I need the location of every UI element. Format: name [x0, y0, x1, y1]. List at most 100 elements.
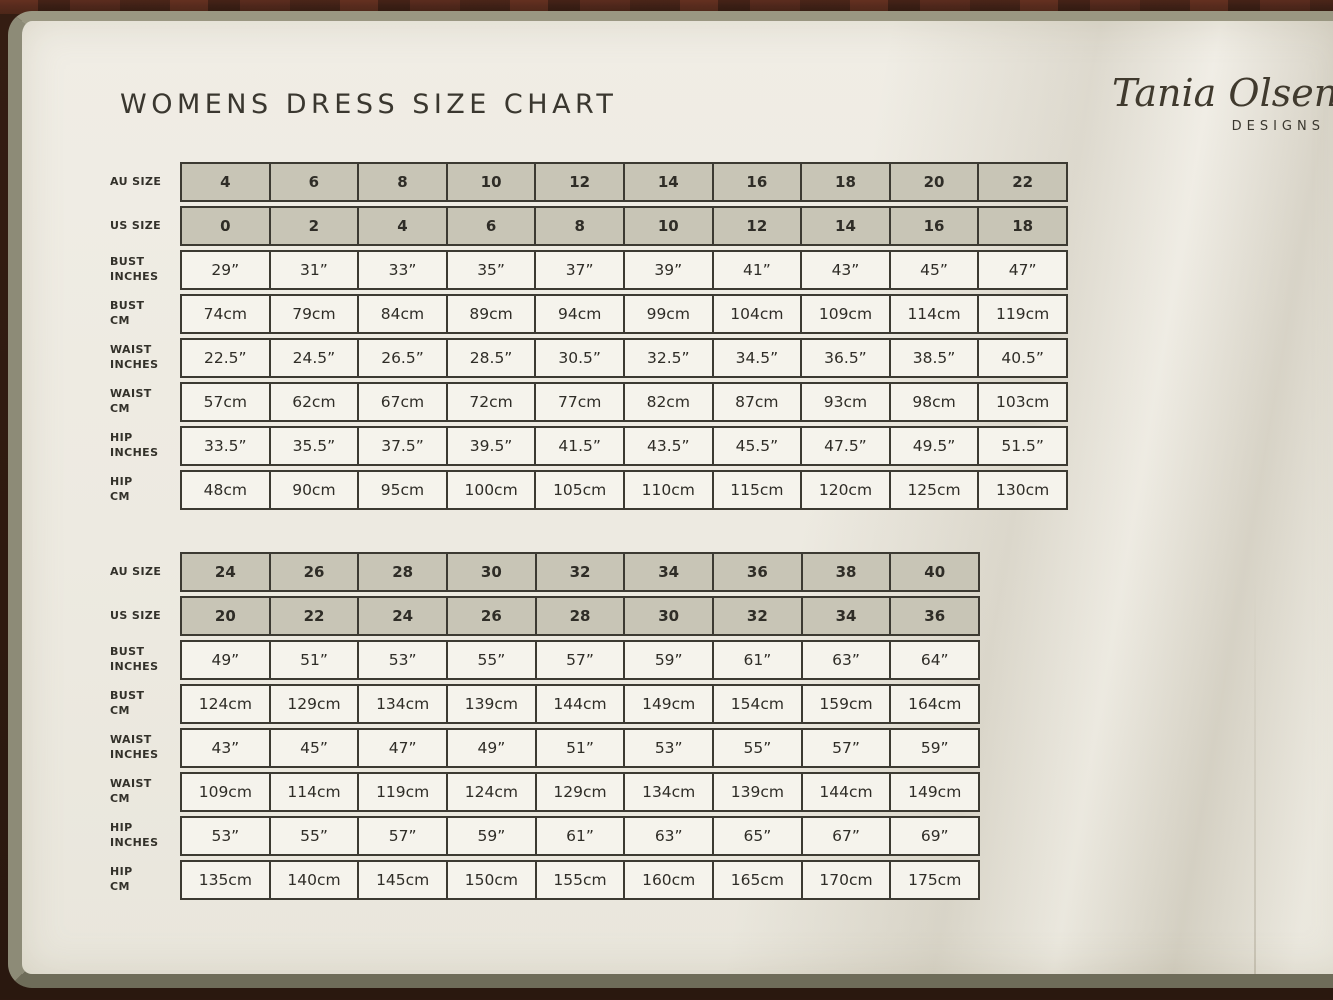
size-cell: 4 [357, 208, 446, 244]
table-row: WAIST INCHES 22.5” 24.5” 26.5” 28.5” 30.5” 32.… [110, 338, 1068, 378]
size-cell: 55” [268, 818, 358, 854]
size-table-plus: AU SIZE 24 26 28 30 32 34 36 38 40 US SIZE 20 22 24 26… [110, 552, 980, 904]
size-cell: 170cm [800, 862, 890, 898]
size-cell: 119cm [357, 774, 447, 810]
row-label: BUST CM [110, 689, 145, 717]
size-cell: 39.5” [445, 428, 535, 464]
size-cell: 37.5” [357, 428, 446, 464]
size-cell: 159cm [800, 686, 890, 722]
size-cell: 32.5” [622, 340, 712, 376]
size-cell: 61” [534, 818, 624, 854]
size-cell: 38 [800, 554, 890, 590]
size-header-cells: 0 2 4 6 8 10 12 14 16 18 [180, 206, 1068, 246]
size-cell: 2 [268, 208, 358, 244]
size-cell: 26 [268, 554, 358, 590]
measurement-cells: 49” 51” 53” 55” 57” 59” 61” 63” 64” [180, 640, 980, 680]
measurement-cells: 135cm 140cm 145cm 150cm 155cm 160cm 165cm 170cm… [180, 860, 980, 900]
size-cell: 114cm [268, 774, 358, 810]
wood-table-surface [0, 0, 1333, 14]
size-cell: 49” [182, 642, 269, 678]
size-cell: 45” [268, 730, 358, 766]
size-cell: 139cm [446, 686, 535, 722]
size-cell: 109cm [182, 774, 269, 810]
size-cell: 47” [977, 252, 1066, 288]
size-cell: 49.5” [888, 428, 978, 464]
size-cell: 59” [446, 818, 535, 854]
size-cell: 124cm [446, 774, 535, 810]
size-cell: 47” [357, 730, 447, 766]
size-cell: 34 [800, 598, 890, 634]
size-cell: 20 [182, 598, 269, 634]
size-cell: 124cm [182, 686, 269, 722]
table-row: WAIST CM 57cm 62cm 67cm 72cm 77cm 82cm 87cm 93cm… [110, 382, 1068, 422]
size-cell: 175cm [889, 862, 979, 898]
size-cell: 38.5” [888, 340, 978, 376]
size-cell: 62cm [268, 384, 358, 420]
table-row: BUST INCHES 29” 31” 33” 35” 37” 39” 41” 43” 45” 47… [110, 250, 1068, 290]
size-cell: 40.5” [977, 340, 1066, 376]
size-cell: 64” [889, 642, 979, 678]
size-cell: 28 [534, 598, 624, 634]
size-cell: 10 [445, 164, 535, 200]
size-cell: 32 [534, 554, 624, 590]
size-cell: 37” [534, 252, 623, 288]
measurement-cells: 124cm 129cm 134cm 139cm 144cm 149cm 154cm 159cm… [180, 684, 980, 724]
brand-subtitle: DESIGNS [1231, 118, 1325, 134]
row-label: WAIST INCHES [110, 733, 159, 761]
table-row: HIP CM 135cm 140cm 145cm 150cm 155cm 160cm 165c… [110, 860, 980, 900]
size-cell: 69” [889, 818, 979, 854]
size-cell: 155cm [534, 862, 624, 898]
size-cell: 99cm [622, 296, 712, 332]
size-cell: 125cm [888, 472, 978, 508]
row-label: HIP CM [110, 865, 133, 893]
size-cell: 150cm [446, 862, 535, 898]
size-cell: 57” [534, 642, 624, 678]
size-cell: 53” [623, 730, 713, 766]
size-cell: 79cm [268, 296, 358, 332]
row-label: HIP INCHES [110, 821, 159, 849]
size-cell: 160cm [623, 862, 713, 898]
size-cell: 129cm [268, 686, 358, 722]
size-cell: 65” [712, 818, 801, 854]
size-cell: 145cm [357, 862, 447, 898]
size-cell: 22 [977, 164, 1066, 200]
table-row: HIP INCHES 33.5” 35.5” 37.5” 39.5” 41.5” 43.5”… [110, 426, 1068, 466]
size-cell: 48cm [182, 472, 269, 508]
size-cell: 18 [800, 164, 889, 200]
size-cell: 14 [622, 164, 712, 200]
size-cell: 36.5” [800, 340, 889, 376]
table-row: US SIZE 0 2 4 6 8 10 12 14 16 18 [110, 206, 1068, 246]
size-cell: 8 [534, 208, 623, 244]
measurement-cells: 53” 55” 57” 59” 61” 63” 65” 67” 69” [180, 816, 980, 856]
size-cell: 61” [712, 642, 801, 678]
size-cell: 55” [446, 642, 535, 678]
size-cell: 43” [182, 730, 269, 766]
size-cell: 63” [800, 642, 890, 678]
measurement-cells: 109cm 114cm 119cm 124cm 129cm 134cm 139cm 144cm… [180, 772, 980, 812]
size-cell: 67” [800, 818, 890, 854]
size-cell: 26.5” [357, 340, 446, 376]
size-cell: 98cm [888, 384, 978, 420]
size-cell: 149cm [889, 774, 979, 810]
size-cell: 82cm [622, 384, 712, 420]
size-cell: 6 [445, 208, 535, 244]
size-cell: 12 [534, 164, 623, 200]
size-cell: 72cm [445, 384, 535, 420]
size-cell: 164cm [889, 686, 979, 722]
page-title: WOMENS DRESS SIZE CHART [120, 89, 618, 120]
size-cell: 114cm [888, 296, 978, 332]
size-cell: 45.5” [711, 428, 801, 464]
row-label: HIP INCHES [110, 431, 159, 459]
size-cell: 16 [711, 164, 801, 200]
size-cell: 154cm [712, 686, 801, 722]
size-cell: 105cm [534, 472, 623, 508]
table-row: HIP CM 48cm 90cm 95cm 100cm 105cm 110cm 115cm 12… [110, 470, 1068, 510]
size-cell: 41.5” [534, 428, 623, 464]
measurement-cells: 57cm 62cm 67cm 72cm 77cm 82cm 87cm 93cm 98cm 103c… [180, 382, 1068, 422]
size-cell: 119cm [977, 296, 1066, 332]
size-cell: 51.5” [977, 428, 1066, 464]
measurement-cells: 29” 31” 33” 35” 37” 39” 41” 43” 45” 47” [180, 250, 1068, 290]
size-cell: 24 [357, 598, 447, 634]
size-cell: 144cm [534, 686, 624, 722]
size-cell: 67cm [357, 384, 446, 420]
